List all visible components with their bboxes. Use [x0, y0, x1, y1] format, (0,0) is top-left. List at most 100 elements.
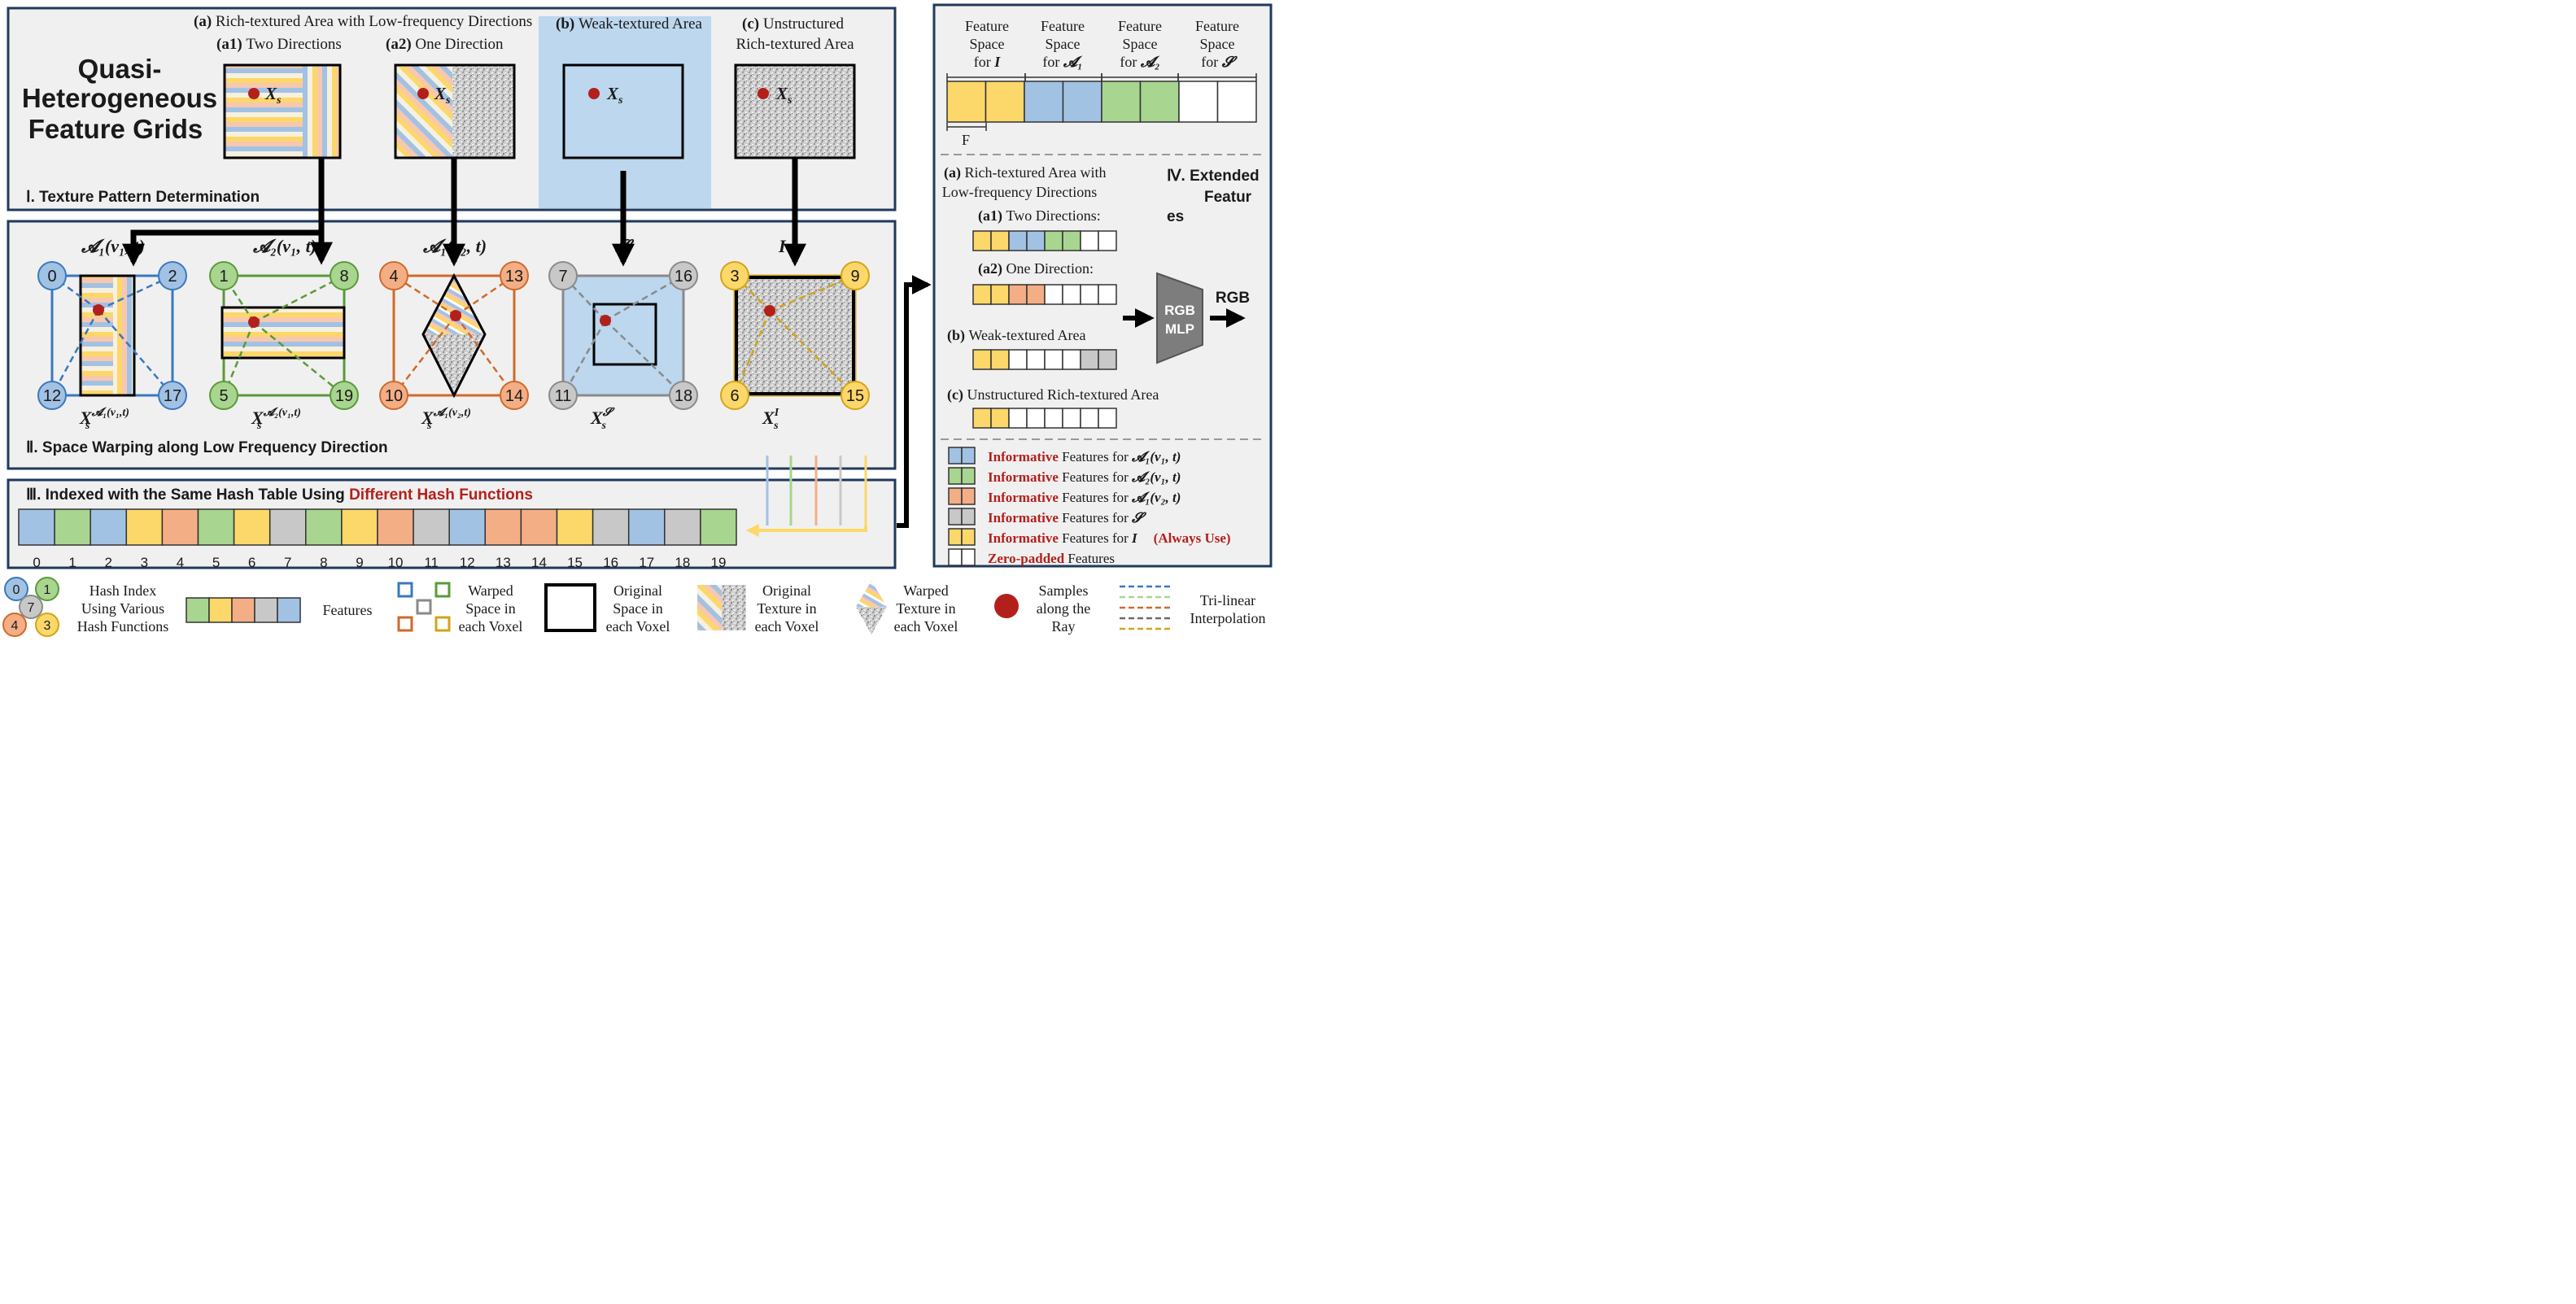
warp-panel-4-node-label-1: 9: [850, 268, 859, 286]
fs-2-line3: for 𝓐₂: [1120, 54, 1160, 70]
fs-cell-2: [1024, 81, 1064, 123]
section2-label: Ⅱ. Space Warping along Low Frequency Dir…: [26, 439, 388, 456]
vec-a1-cell-1: [990, 230, 1010, 251]
warp-panel-2-interp-0: [393, 274, 456, 317]
warp-panel-2-node-1: [500, 261, 529, 290]
legend-warped-space-text-1: Space in: [465, 600, 515, 617]
legend-warped-texture-text-0: Warped: [903, 582, 949, 599]
warp-panel-3-warped: [592, 303, 657, 366]
hash-cell-9: [341, 508, 378, 546]
warp-panel-1-node-2: [209, 381, 238, 410]
warp-panel-0-tex-v: [113, 276, 134, 395]
ext-label-a-line2: Low-frequency Directions: [942, 184, 1097, 200]
warp-panel-3-interp-1: [605, 274, 684, 322]
hash-cell-14: [520, 508, 558, 546]
warp-panel-0-node-1: [158, 261, 187, 290]
arrow-a1-to-A1: [122, 229, 321, 267]
mlp-label-1: RGB: [1164, 303, 1195, 318]
hash-cell-0: [18, 508, 55, 546]
fs-cell-5: [1139, 81, 1180, 123]
warp-panel-2-interp-2: [393, 315, 456, 396]
warp-panel-4-node-label-3: 15: [846, 387, 864, 405]
legend-hash-node-label-0: 0: [13, 583, 20, 597]
hash-index-3: 3: [141, 555, 148, 570]
hash-cell-10: [377, 508, 414, 546]
warp-panel-0-node-2: [37, 381, 67, 410]
vec-a2-cell-6: [1080, 284, 1099, 305]
hash-cell-1: [54, 508, 91, 546]
vec-a2-cell-7: [1098, 284, 1117, 305]
legend-original-texture-stripes: [697, 585, 722, 630]
legend-hash-node-label-2: 7: [28, 601, 35, 615]
warp-panel-2-bottom-label: X𝓐₁(v₂,t) s: [421, 407, 471, 432]
label-a-rich-textured: (a) Rich-textured Area with Low-frequenc…: [194, 13, 532, 30]
warp-panel-3-interp-3: [605, 320, 684, 396]
vec-b-cell-1: [990, 349, 1010, 370]
fs-cell-6: [1178, 81, 1219, 123]
vec-b-cell-3: [1026, 349, 1046, 370]
warp-panel-1-interp-1: [253, 274, 345, 324]
vec-a2-cell-5: [1062, 284, 1081, 305]
ext-title-line1: Ⅳ. Extended: [1167, 168, 1260, 185]
warp-panel-1-node-3: [330, 381, 359, 410]
warp-panel-2-node-label-3: 14: [505, 387, 523, 405]
warp-panel-0-node-label-2: 12: [43, 387, 61, 405]
vec-a1-cell-4: [1044, 230, 1063, 251]
legend-trilinear-text-1: Interpolation: [1190, 610, 1266, 626]
legend-original-texture-text-0: Original: [762, 582, 811, 599]
warp-panel-4-interp-3: [769, 310, 856, 396]
vec-b-cell-4: [1044, 349, 1063, 370]
warp-panel-2-node-label-1: 13: [505, 268, 523, 286]
warp-panel-4-interp-2: [733, 310, 771, 396]
fs-3-line3: for 𝓢: [1201, 54, 1238, 70]
vec-c-cell-5: [1062, 408, 1081, 429]
warp-panel-0-interp-2: [50, 309, 100, 396]
texture-a2-stripes: [395, 65, 452, 158]
warp-panel-1-bottom-label: X𝓐₂(v₁,t) s: [251, 407, 301, 432]
vec-a2-cell-4: [1044, 284, 1063, 305]
ext-legend-3-sw2: [961, 508, 976, 526]
ext-legend-5-sw1: [948, 548, 963, 566]
label-c-line2: Rich-textured Area: [736, 36, 854, 53]
rgb-mlp-block: [1156, 272, 1203, 364]
warp-panel-4-bottom-label: XI s: [762, 407, 779, 432]
warp-panel-4-node-2: [720, 381, 749, 410]
vec-a2-cell-0: [972, 284, 992, 305]
main-title-line1: Quasi-: [78, 54, 162, 84]
legend-original-space-text-2: each Voxel: [606, 618, 670, 635]
ext-label-b: (b) Weak-textured Area: [947, 327, 1085, 344]
vec-a2-cell-1: [990, 284, 1010, 305]
hash-cell-2: [90, 508, 128, 546]
legend-feature-cell-1: [208, 597, 233, 623]
hash-index-13: 13: [496, 555, 511, 570]
legend-hash-text-2: Hash Functions: [77, 618, 169, 635]
warp-panel-2-node-3: [500, 381, 529, 410]
vec-c-cell-3: [1026, 408, 1046, 429]
vec-c-cell-2: [1008, 408, 1028, 429]
main-title-line2: Heterogeneous: [22, 83, 217, 113]
warp-panel-3-node-label-1: 16: [675, 268, 692, 286]
ext-legend-4-sw1: [948, 528, 963, 546]
hash-cell-16: [592, 508, 630, 546]
hash-cell-6: [233, 508, 271, 546]
legend-hash-node-2: [19, 595, 43, 619]
hash-cell-12: [448, 508, 487, 546]
ext-legend-5-sw2: [961, 548, 976, 566]
warp-panel-0-warped: [79, 274, 136, 397]
hash-index-17: 17: [639, 555, 654, 570]
legend-hash-text-1: Using Various: [81, 600, 164, 617]
ext-legend-4-sw2: [961, 528, 976, 546]
hash-index-6: 6: [248, 555, 255, 570]
ext-title-line2: Featur: [1204, 189, 1252, 206]
vec-a1-cell-2: [1008, 230, 1028, 251]
sample-c-dot: [758, 88, 769, 99]
texture-a1-right: [303, 65, 340, 158]
fs-cell-3: [1062, 81, 1102, 123]
vec-a1-cell-5: [1062, 230, 1081, 251]
vec-a1-cell-7: [1098, 230, 1117, 251]
warp-panel-1-warped: [220, 306, 346, 360]
hash-index-2: 2: [105, 555, 112, 570]
fs-cell-1: [985, 81, 1025, 123]
legend-feature-cell-2: [231, 597, 255, 623]
vec-b-cell-5: [1062, 349, 1081, 370]
